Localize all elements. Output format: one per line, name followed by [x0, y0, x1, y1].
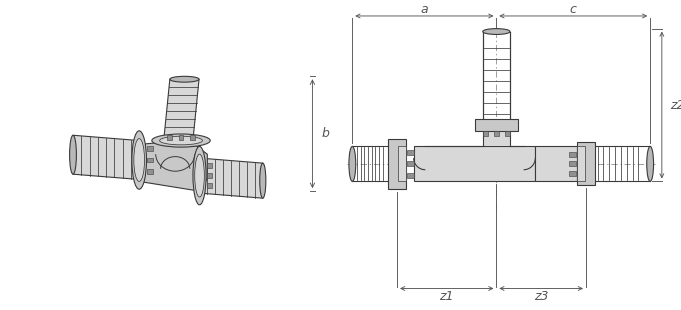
- Bar: [190, 135, 195, 140]
- Bar: [569, 162, 576, 166]
- Text: c: c: [570, 3, 577, 16]
- Text: a: a: [421, 3, 428, 16]
- Ellipse shape: [170, 76, 199, 82]
- Bar: [407, 150, 413, 155]
- Ellipse shape: [483, 29, 510, 34]
- Ellipse shape: [134, 139, 144, 181]
- Bar: [483, 143, 510, 146]
- Text: z1: z1: [439, 290, 454, 303]
- Polygon shape: [163, 79, 199, 143]
- Text: z3: z3: [534, 290, 548, 303]
- Bar: [494, 131, 498, 136]
- Bar: [207, 173, 212, 178]
- Ellipse shape: [259, 163, 266, 198]
- Bar: [475, 119, 518, 131]
- Bar: [178, 135, 183, 140]
- Text: b: b: [321, 127, 329, 140]
- Ellipse shape: [159, 136, 202, 145]
- Bar: [207, 183, 212, 188]
- Bar: [148, 146, 153, 151]
- Bar: [388, 139, 406, 189]
- Ellipse shape: [647, 146, 654, 181]
- Ellipse shape: [132, 131, 146, 189]
- Ellipse shape: [152, 134, 210, 147]
- Bar: [398, 146, 406, 181]
- Bar: [535, 146, 577, 181]
- Bar: [505, 131, 509, 136]
- Bar: [484, 131, 488, 136]
- Bar: [577, 143, 595, 185]
- Bar: [483, 131, 510, 146]
- Bar: [148, 157, 153, 162]
- Bar: [577, 146, 585, 181]
- Text: z2: z2: [669, 99, 681, 112]
- Polygon shape: [73, 135, 139, 179]
- Bar: [569, 171, 576, 176]
- Bar: [148, 169, 153, 174]
- Bar: [407, 162, 413, 166]
- Bar: [167, 135, 172, 140]
- Polygon shape: [139, 143, 207, 191]
- Ellipse shape: [193, 146, 206, 205]
- Ellipse shape: [69, 135, 76, 174]
- Ellipse shape: [349, 146, 355, 181]
- Bar: [407, 173, 413, 178]
- Bar: [207, 163, 212, 168]
- Bar: [569, 152, 576, 157]
- Ellipse shape: [195, 154, 204, 197]
- Bar: [413, 146, 535, 181]
- Polygon shape: [200, 158, 263, 198]
